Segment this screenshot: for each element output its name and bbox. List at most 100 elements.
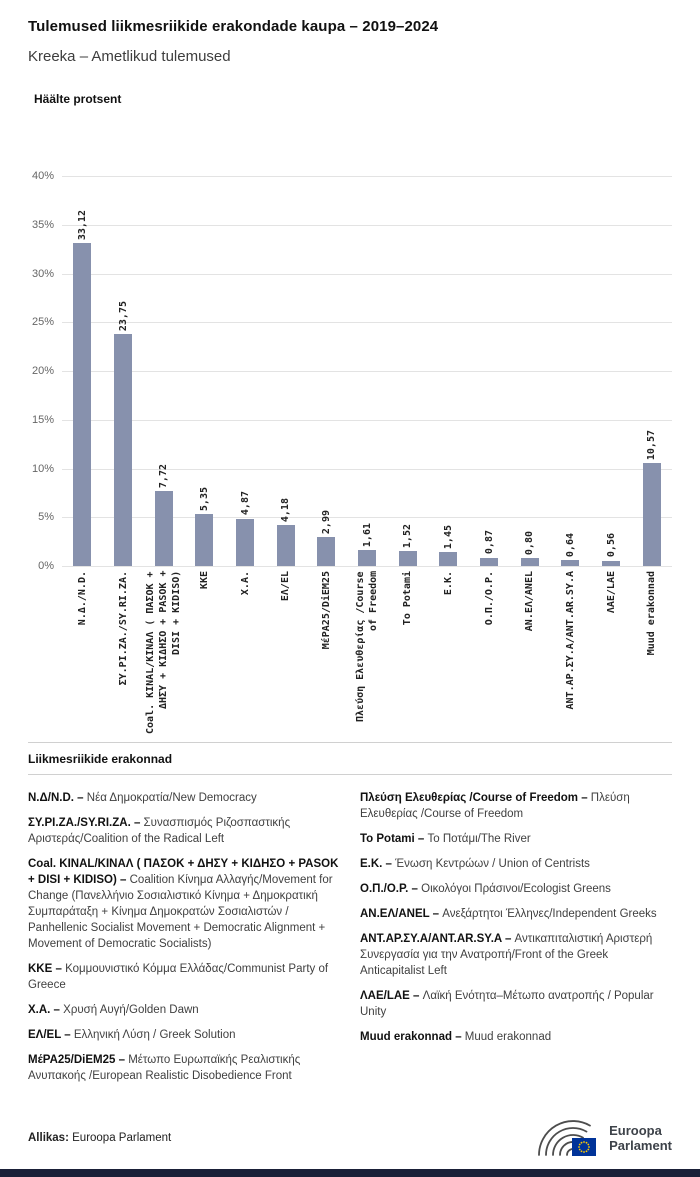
x-label-cell: Ε.Κ. xyxy=(428,566,469,738)
bar xyxy=(439,551,458,566)
legend-entry-desc: Νέα Δημοκρατία/New Democracy xyxy=(83,792,257,804)
bar-columns: 33,12 23,75 7,72 5,35 4,87 4,18 2,99 1,61 1,52 1,… xyxy=(62,176,672,566)
gridline xyxy=(62,419,672,421)
bar-value-label: 5,35 xyxy=(198,486,210,511)
bar-column: 5,35 xyxy=(184,176,225,566)
y-tick-label: 15% xyxy=(31,413,54,426)
ep-logo-text-line2: Parlament xyxy=(609,1138,672,1153)
bar xyxy=(317,536,336,566)
source-text: Euroopa Parlament xyxy=(72,1132,172,1144)
x-label-cell: ΛΑΕ/LAE xyxy=(591,566,632,738)
x-axis-label: To Potami xyxy=(402,571,414,626)
bar xyxy=(154,490,173,566)
y-tick-label: 35% xyxy=(31,218,54,231)
legend-heading: Liikmesriikide erakonnad xyxy=(28,752,173,766)
legend-entry: Χ.Α. – Χρυσή Αυγή/Golden Dawn xyxy=(28,1002,340,1018)
bar xyxy=(561,559,580,566)
legend-header: Liikmesriikide erakonnad xyxy=(28,742,672,775)
y-tick-label: 25% xyxy=(31,316,54,329)
legend-entry-term: ΚΚΕ – xyxy=(28,963,62,975)
y-tick-label: 20% xyxy=(31,365,54,377)
footer: Allikas: Euroopa Parlament xyxy=(28,1115,672,1161)
source-line: Allikas: Euroopa Parlament xyxy=(28,1132,171,1144)
ep-logo: Euroopa Parlament xyxy=(531,1115,672,1161)
legend-entry-term: Coal. KINAL/ΚΙΝΑΛ ( ΠΑΣΟΚ + ΔΗΣΥ + ΚΙΔΗΣ… xyxy=(28,858,339,886)
y-axis-spacer xyxy=(28,566,62,738)
legend-entry-term: ΣΥ.ΡΙ.ΖΑ./SY.RI.ZA. – xyxy=(28,817,141,829)
bottom-bar xyxy=(0,1169,700,1177)
legend-entry-desc: Το Ποτάμι/The River xyxy=(424,833,531,845)
legend-entry: Πλεύση Ελευθερίας /Course of Freedom – Π… xyxy=(360,790,672,822)
x-label-cell: Χ.Α. xyxy=(225,566,266,738)
chart-section: Häälte protsent 40% 35% 30% 25% 20% 15% 10% 5% 0… xyxy=(28,92,672,738)
bar-value-label: 2,99 xyxy=(320,509,332,534)
x-label-cell: ΑΝΤ.ΑΡ.ΣΥ.Α/ANT.AR.SY.A xyxy=(550,566,591,738)
eu-flag-icon xyxy=(572,1138,597,1156)
bar-column: 23,75 xyxy=(103,176,144,566)
bar-value-label: 0,80 xyxy=(524,531,536,556)
x-label-cell: ΑΝ.ΕΛ/ANEL xyxy=(509,566,550,738)
x-axis-label: Ε.Κ. xyxy=(442,571,454,596)
y-tick-label: 0% xyxy=(38,560,54,572)
bar xyxy=(358,550,377,566)
bar xyxy=(73,243,92,566)
x-axis-label: ΕΛ/EL xyxy=(280,571,292,602)
legend-entry-term: ΕΛ/EL – xyxy=(28,1029,71,1041)
eu-flag-stars xyxy=(578,1141,591,1153)
bar-value-label: 0,64 xyxy=(564,532,576,557)
x-axis-label: ΑΝ.ΕΛ/ANEL xyxy=(524,571,536,632)
legend-entry-term: Πλεύση Ελευθερίας /Course of Freedom – xyxy=(360,792,588,804)
bar xyxy=(114,334,132,566)
x-axis-label: Πλεύση Ελευθερίας /Course of Freedom xyxy=(355,571,380,722)
legend-entry: Coal. KINAL/ΚΙΝΑΛ ( ΠΑΣΟΚ + ΔΗΣΥ + ΚΙΔΗΣ… xyxy=(28,856,340,952)
legend-entry-desc: Coalition Κίνημα Αλλαγής/Movement for Ch… xyxy=(28,874,333,950)
gridline xyxy=(62,566,672,567)
bar-column: 7,72 xyxy=(143,176,184,566)
x-axis-label: ΑΝΤ.ΑΡ.ΣΥ.Α/ANT.AR.SY.A xyxy=(564,571,576,710)
bar-value-label: 7,72 xyxy=(158,463,170,488)
bar xyxy=(276,525,295,566)
legend-entry-term: To Potami – xyxy=(360,833,425,845)
gridline xyxy=(62,468,672,470)
legend-entry: ΛΑΕ/LAE – Λαϊκή Ενότητα–Μέτωπο ανατροπής… xyxy=(360,988,672,1020)
x-label-cell: ΚΚΕ xyxy=(184,566,225,738)
y-tick-label: 10% xyxy=(31,462,54,475)
ep-logo-text: Euroopa Parlament xyxy=(609,1123,672,1153)
bar-column: 4,18 xyxy=(265,176,306,566)
x-label-cell: Ν.Δ./N.D. xyxy=(62,566,103,738)
legend-entry: ΑΝ.ΕΛ/ANEL – Ανεξάρτητοι Έλληνες/Indepen… xyxy=(360,906,672,922)
x-label-cell: Πλεύση Ελευθερίας /Course of Freedom xyxy=(347,566,388,738)
bar-column: 4,87 xyxy=(225,176,266,566)
x-axis-label: ΚΚΕ xyxy=(198,571,210,590)
legend-entry: Ε.Κ. – Ένωση Κεντρώων / Union of Centris… xyxy=(360,856,672,872)
x-axis-label: Muud erakonnad xyxy=(646,571,658,656)
bar-column: 2,99 xyxy=(306,176,347,566)
legend-entry: ΕΛ/EL – Ελληνική Λύση / Greek Solution xyxy=(28,1027,340,1043)
legend-entry-term: ΛΑΕ/LAE – xyxy=(360,990,420,1002)
ep-logo-mark xyxy=(538,1120,597,1156)
page-subtitle: Kreeka – Ametlikud tulemused xyxy=(28,48,231,65)
bar-column: 10,57 xyxy=(631,176,672,566)
x-axis-label: ΛΑΕ/LAE xyxy=(605,571,617,614)
legend-entry-desc: Αντικαπιταλιστική Αριστερή Συνεργασία γι… xyxy=(360,933,653,977)
legend-entry-desc: Μέτωπο Ευρωπαϊκής Ρεαλιστικής Ανυπακοής … xyxy=(28,1054,301,1082)
x-axis-label: ΣΥ.ΡΙ.ΖΑ./SY.RI.ZA. xyxy=(117,571,129,686)
gridline xyxy=(62,371,672,372)
bar-value-label: 1,52 xyxy=(402,524,414,549)
bar-value-label: 0,56 xyxy=(605,533,617,558)
x-label-cell: Coal. KINAL/ΚΙΝΑΛ ( ΠΑΣΟΚ + ΔΗΣΥ + ΚΙΔΗΣ… xyxy=(143,566,184,738)
x-axis-labels: Ν.Δ./N.D. ΣΥ.ΡΙ.ΖΑ./SY.RI.ZA. Coal. KINAL/… xyxy=(62,566,672,738)
bar xyxy=(195,513,214,566)
bar-column: 33,12 xyxy=(62,176,103,566)
bar xyxy=(520,558,539,566)
bar-chart: 40% 35% 30% 25% 20% 15% 10% 5% 0% 33,12 23,75 7,72… xyxy=(28,170,672,572)
legend-entry-term: Χ.Α. – xyxy=(28,1004,60,1016)
y-tick-label: 5% xyxy=(38,511,54,524)
legend-entry-term: Ν.Δ/N.D. – xyxy=(28,792,84,804)
legend-entry-term: ΑΝ.ΕΛ/ANEL – xyxy=(360,908,440,920)
bar-column: 0,80 xyxy=(509,176,550,566)
legend-entry-desc: Συνασπισμός Ριζοσπαστικής Αριστεράς/Coal… xyxy=(28,817,291,845)
legend-entry-term: Muud erakonnad – xyxy=(360,1031,462,1043)
bar-value-label: 0,87 xyxy=(483,530,495,555)
legend-entry-term: ΜέΡΑ25/DiEM25 – xyxy=(28,1054,126,1066)
